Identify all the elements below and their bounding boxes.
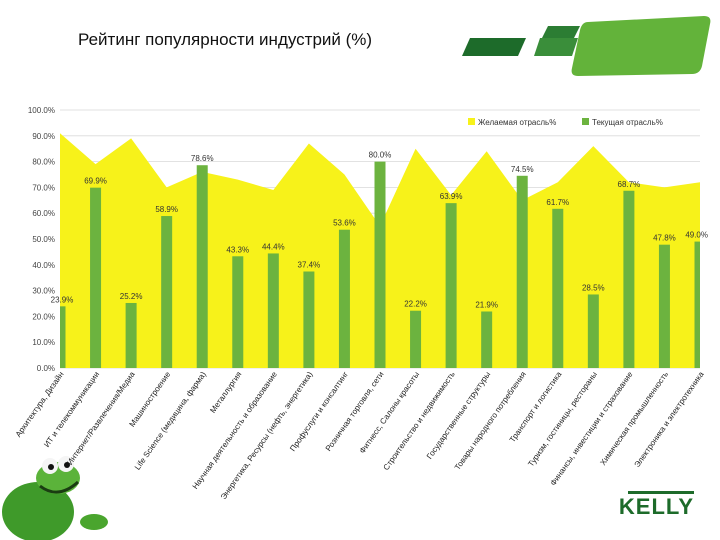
y-tick-label: 10.0% bbox=[32, 338, 55, 347]
data-label: 68.7% bbox=[618, 180, 641, 189]
legend-swatch-desired bbox=[468, 118, 475, 125]
category-label: Государственные структуры bbox=[425, 370, 492, 461]
kelly-logo: KELLY bbox=[618, 494, 694, 519]
deco-mid-bar bbox=[534, 38, 578, 56]
current-bar bbox=[694, 241, 700, 368]
current-bar bbox=[338, 229, 350, 368]
data-label: 43.3% bbox=[226, 245, 249, 254]
data-label: 44.4% bbox=[262, 242, 285, 251]
current-bar-series bbox=[60, 161, 700, 368]
category-label: Life Science (медицина, фарма) bbox=[133, 370, 208, 472]
legend-label-current: Текущая отрасль% bbox=[592, 118, 663, 127]
y-tick-label: 70.0% bbox=[32, 183, 55, 192]
y-tick-label: 0.0% bbox=[37, 364, 55, 373]
legend: Желаемая отрасль% Текущая отрасль% bbox=[468, 118, 663, 127]
data-label: 58.9% bbox=[155, 205, 178, 214]
category-label: Интернет/Развлечения/Медиа bbox=[65, 370, 137, 467]
category-label: Металлургия bbox=[208, 370, 243, 415]
data-labels: 23.9% 69.9% 25.2% 58.9% 78.6% 43.3% 44.4% 37.4%… bbox=[51, 151, 708, 310]
current-bar bbox=[587, 294, 599, 368]
y-tick-label: 20.0% bbox=[32, 312, 55, 321]
current-bar bbox=[552, 208, 564, 368]
current-bar bbox=[481, 311, 493, 368]
current-bar bbox=[161, 216, 173, 368]
legend-label-desired: Желаемая отрасль% bbox=[478, 118, 556, 127]
y-tick-label: 80.0% bbox=[32, 158, 55, 167]
current-bar bbox=[267, 253, 279, 368]
deco-small-block bbox=[542, 26, 580, 38]
data-label: 37.4% bbox=[298, 261, 321, 270]
data-label: 61.7% bbox=[546, 198, 569, 207]
y-tick-label: 60.0% bbox=[32, 209, 55, 218]
data-label: 28.5% bbox=[582, 283, 605, 292]
category-label: Химическая промышленность bbox=[598, 370, 670, 467]
category-label: Электроника и электротехника bbox=[633, 370, 706, 469]
legend-swatch-current bbox=[582, 118, 589, 125]
current-bar bbox=[232, 256, 244, 368]
brand-underline bbox=[628, 491, 694, 494]
current-bar bbox=[410, 310, 422, 368]
y-axis-ticks: 0.0% 10.0% 20.0% 30.0% 40.0% 50.0% 60.0% 70.0% 8… bbox=[28, 106, 55, 373]
mascot-frog-icon bbox=[2, 456, 108, 540]
current-bar bbox=[196, 165, 208, 368]
data-label: 49.0% bbox=[685, 231, 708, 240]
current-bar bbox=[303, 271, 315, 368]
category-label: Фитнесс, Салоны красоты bbox=[358, 370, 422, 455]
current-bar bbox=[60, 306, 66, 368]
current-bar bbox=[90, 187, 102, 368]
data-label: 53.6% bbox=[333, 219, 356, 228]
data-label: 23.9% bbox=[51, 295, 74, 304]
data-label: 25.2% bbox=[120, 292, 143, 301]
data-label: 80.0% bbox=[369, 151, 392, 160]
category-label: Туризм, гостиницы, рестораны bbox=[526, 370, 599, 469]
data-label: 22.2% bbox=[404, 300, 427, 309]
deco-leaf-shape bbox=[571, 16, 711, 76]
current-bar bbox=[623, 190, 635, 368]
data-label: 21.9% bbox=[475, 300, 498, 309]
category-label: Товары народного потребления bbox=[453, 370, 528, 472]
data-label: 47.8% bbox=[653, 234, 676, 243]
data-label: 78.6% bbox=[191, 154, 214, 163]
y-tick-label: 100.0% bbox=[28, 106, 55, 115]
page-title: Рейтинг популярности индустрий (%) bbox=[78, 30, 373, 49]
current-bar bbox=[516, 175, 528, 368]
current-bar bbox=[658, 244, 670, 368]
current-bar bbox=[125, 302, 137, 368]
y-tick-label: 40.0% bbox=[32, 261, 55, 270]
y-tick-label: 50.0% bbox=[32, 235, 55, 244]
deco-dark-bar bbox=[462, 38, 526, 56]
category-label: Строительство и недвижимость bbox=[382, 370, 457, 472]
data-label: 63.9% bbox=[440, 192, 463, 201]
current-bar bbox=[374, 161, 386, 368]
data-label: 74.5% bbox=[511, 165, 534, 174]
data-label: 69.9% bbox=[84, 177, 107, 186]
y-tick-label: 90.0% bbox=[32, 132, 55, 141]
y-tick-label: 30.0% bbox=[32, 287, 55, 296]
current-bar bbox=[445, 203, 457, 368]
